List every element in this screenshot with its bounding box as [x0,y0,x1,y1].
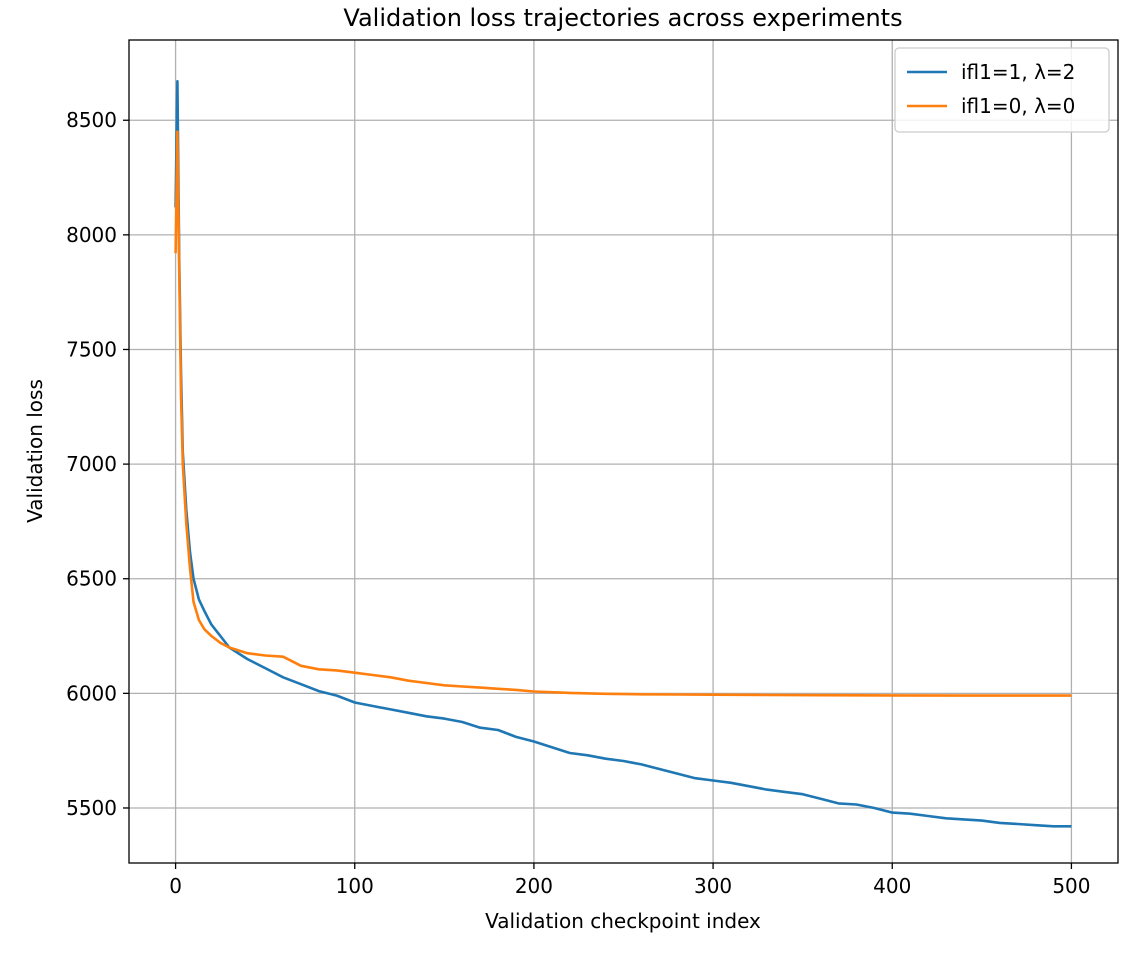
legend-label-2: ifl1=0, λ=0 [961,94,1075,118]
y-tick-label: 7500 [66,337,117,361]
x-tick-label: 300 [694,874,732,898]
legend-label-1: ifl1=1, λ=2 [961,60,1075,84]
y-tick-label: 8000 [66,223,117,247]
axis-ticks: 0 100 200 300 400 500 5500 6000 6500 7000 7500 8000… [66,108,1090,898]
x-tick-label: 500 [1052,874,1090,898]
y-tick-label: 6000 [66,681,117,705]
series-lines [174,80,1072,828]
y-tick-label: 8500 [66,108,117,132]
x-axis-label: Validation checkpoint index [485,909,761,933]
y-axis-label: Validation loss [23,379,47,523]
y-tick-label: 5500 [66,796,117,820]
x-tick-label: 200 [515,874,553,898]
x-tick-label: 0 [169,874,182,898]
chart-title: Validation loss trajectories across expe… [343,4,902,32]
y-tick-label: 6500 [66,567,117,591]
y-tick-label: 7000 [66,452,117,476]
x-tick-label: 400 [873,874,911,898]
legend: ifl1=1, λ=2 ifl1=0, λ=0 [894,47,1110,133]
series-line-2 [174,130,1072,697]
x-tick-label: 100 [336,874,374,898]
series-line-1 [174,80,1072,828]
legend-box [894,47,1110,133]
plot-frame [128,39,1119,864]
